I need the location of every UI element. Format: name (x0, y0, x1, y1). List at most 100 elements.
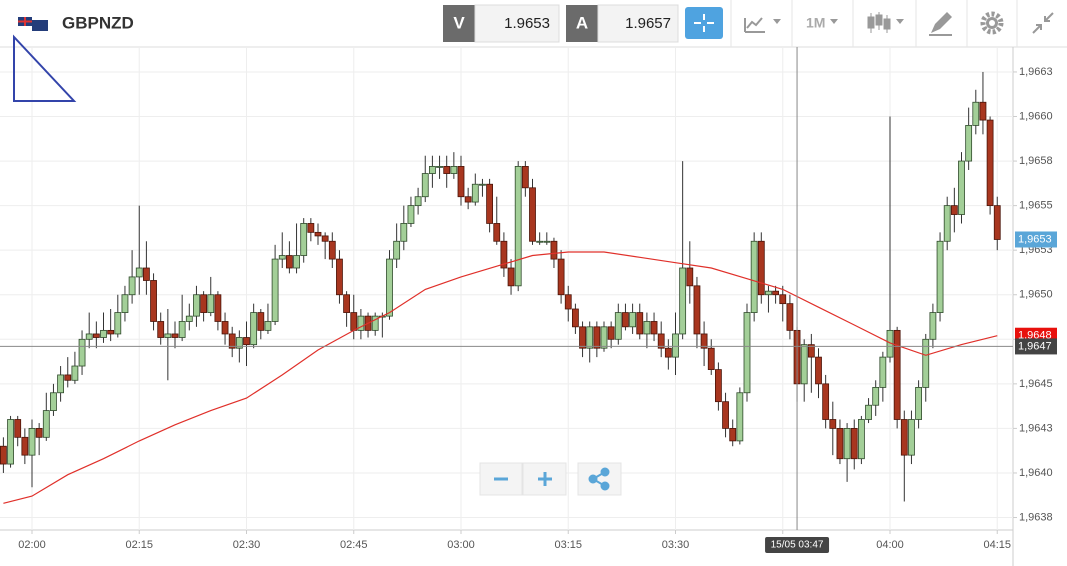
candle-body (529, 187, 536, 242)
candle (700, 321, 708, 367)
y-tick-label: 1,9658 (1019, 155, 1053, 167)
candle (629, 303, 636, 334)
candle (543, 232, 551, 245)
candle-body (722, 401, 729, 429)
candle (128, 250, 136, 304)
candle (343, 291, 351, 327)
candle (622, 303, 629, 331)
candle-body (107, 329, 115, 335)
candle (0, 437, 7, 473)
candle (107, 308, 115, 342)
candle-body (614, 312, 622, 340)
candle (436, 155, 443, 179)
candle-body (943, 205, 951, 242)
plus-icon (538, 472, 552, 486)
bid-field[interactable] (474, 4, 560, 43)
candle-body (386, 258, 393, 317)
candle-body (200, 294, 208, 313)
candle-body (428, 166, 436, 174)
candle-body (815, 356, 822, 385)
draw-button[interactable] (929, 12, 952, 36)
candle (150, 273, 157, 331)
candle (800, 339, 808, 402)
candle (564, 285, 572, 322)
candle-body (779, 294, 787, 305)
candle (414, 187, 422, 215)
ask-field[interactable] (597, 4, 679, 43)
candle (908, 410, 915, 465)
y-tick-label: 1,9640 (1019, 467, 1053, 479)
candle (586, 321, 594, 363)
share-button[interactable] (577, 462, 622, 496)
candle-body (436, 166, 443, 168)
candle-body (285, 255, 293, 269)
candle (250, 303, 258, 349)
candle (807, 333, 815, 393)
candle-body (400, 223, 408, 242)
candle-body (514, 166, 522, 287)
candle-body (235, 337, 243, 349)
candle-body (829, 419, 837, 429)
candle-body (328, 240, 336, 260)
candle (271, 244, 279, 326)
candle-body (986, 119, 994, 207)
candle (579, 321, 586, 358)
candle-body (693, 285, 701, 335)
candle (786, 294, 794, 340)
candle-body (672, 333, 679, 358)
crosshair-button[interactable] (685, 7, 723, 39)
candle-button[interactable] (867, 12, 904, 33)
candle-body (150, 280, 157, 322)
ask-price: 1.9657 (625, 15, 671, 32)
candle-body (271, 258, 279, 322)
candle (879, 351, 887, 402)
candle (750, 232, 758, 322)
candle (357, 308, 365, 340)
candle (464, 187, 472, 210)
candle-body (193, 294, 200, 317)
candle (972, 89, 980, 135)
candle-body (92, 333, 100, 338)
candle-body (643, 321, 651, 335)
candle-body (307, 223, 315, 233)
plot-area: 1,96381,96401,96431,96451,96481,96501,96… (0, 47, 1057, 566)
symbol[interactable]: GBPNZD (62, 13, 134, 32)
collapse-button[interactable] (1032, 12, 1054, 34)
candle (958, 152, 965, 224)
candle-body (700, 333, 708, 349)
timeframe: 1M (806, 15, 825, 31)
candle-body (800, 344, 808, 385)
candle (686, 241, 694, 304)
candle-body (915, 387, 922, 420)
candle-body (164, 333, 172, 338)
candle (471, 173, 479, 206)
y-tick-label: 1,9660 (1019, 110, 1053, 122)
chart-type-button[interactable] (744, 17, 781, 33)
candle (257, 308, 265, 340)
candle (407, 196, 415, 228)
candle (164, 308, 172, 381)
candle (71, 351, 79, 384)
candle (321, 232, 329, 260)
candle-body (679, 267, 687, 335)
x-tick-label: 03:30 (662, 539, 690, 551)
settings-button[interactable] (980, 11, 1004, 35)
drawn-triangle[interactable] (13, 34, 77, 102)
candle-body (471, 183, 479, 203)
candle (243, 321, 250, 367)
candle-body (50, 392, 57, 411)
moving-average (3, 251, 998, 504)
candle-body (686, 267, 694, 287)
candle-body (7, 419, 14, 465)
x-tick-label: 04:00 (876, 539, 904, 551)
candle (929, 303, 937, 349)
timeframe-button[interactable]: 1M (806, 15, 838, 31)
candle-body (757, 240, 765, 296)
candle (121, 285, 129, 322)
candle (214, 291, 222, 331)
candle (500, 232, 508, 277)
candle-body (958, 160, 965, 215)
candle-body (250, 312, 258, 346)
candle-body (100, 329, 107, 338)
